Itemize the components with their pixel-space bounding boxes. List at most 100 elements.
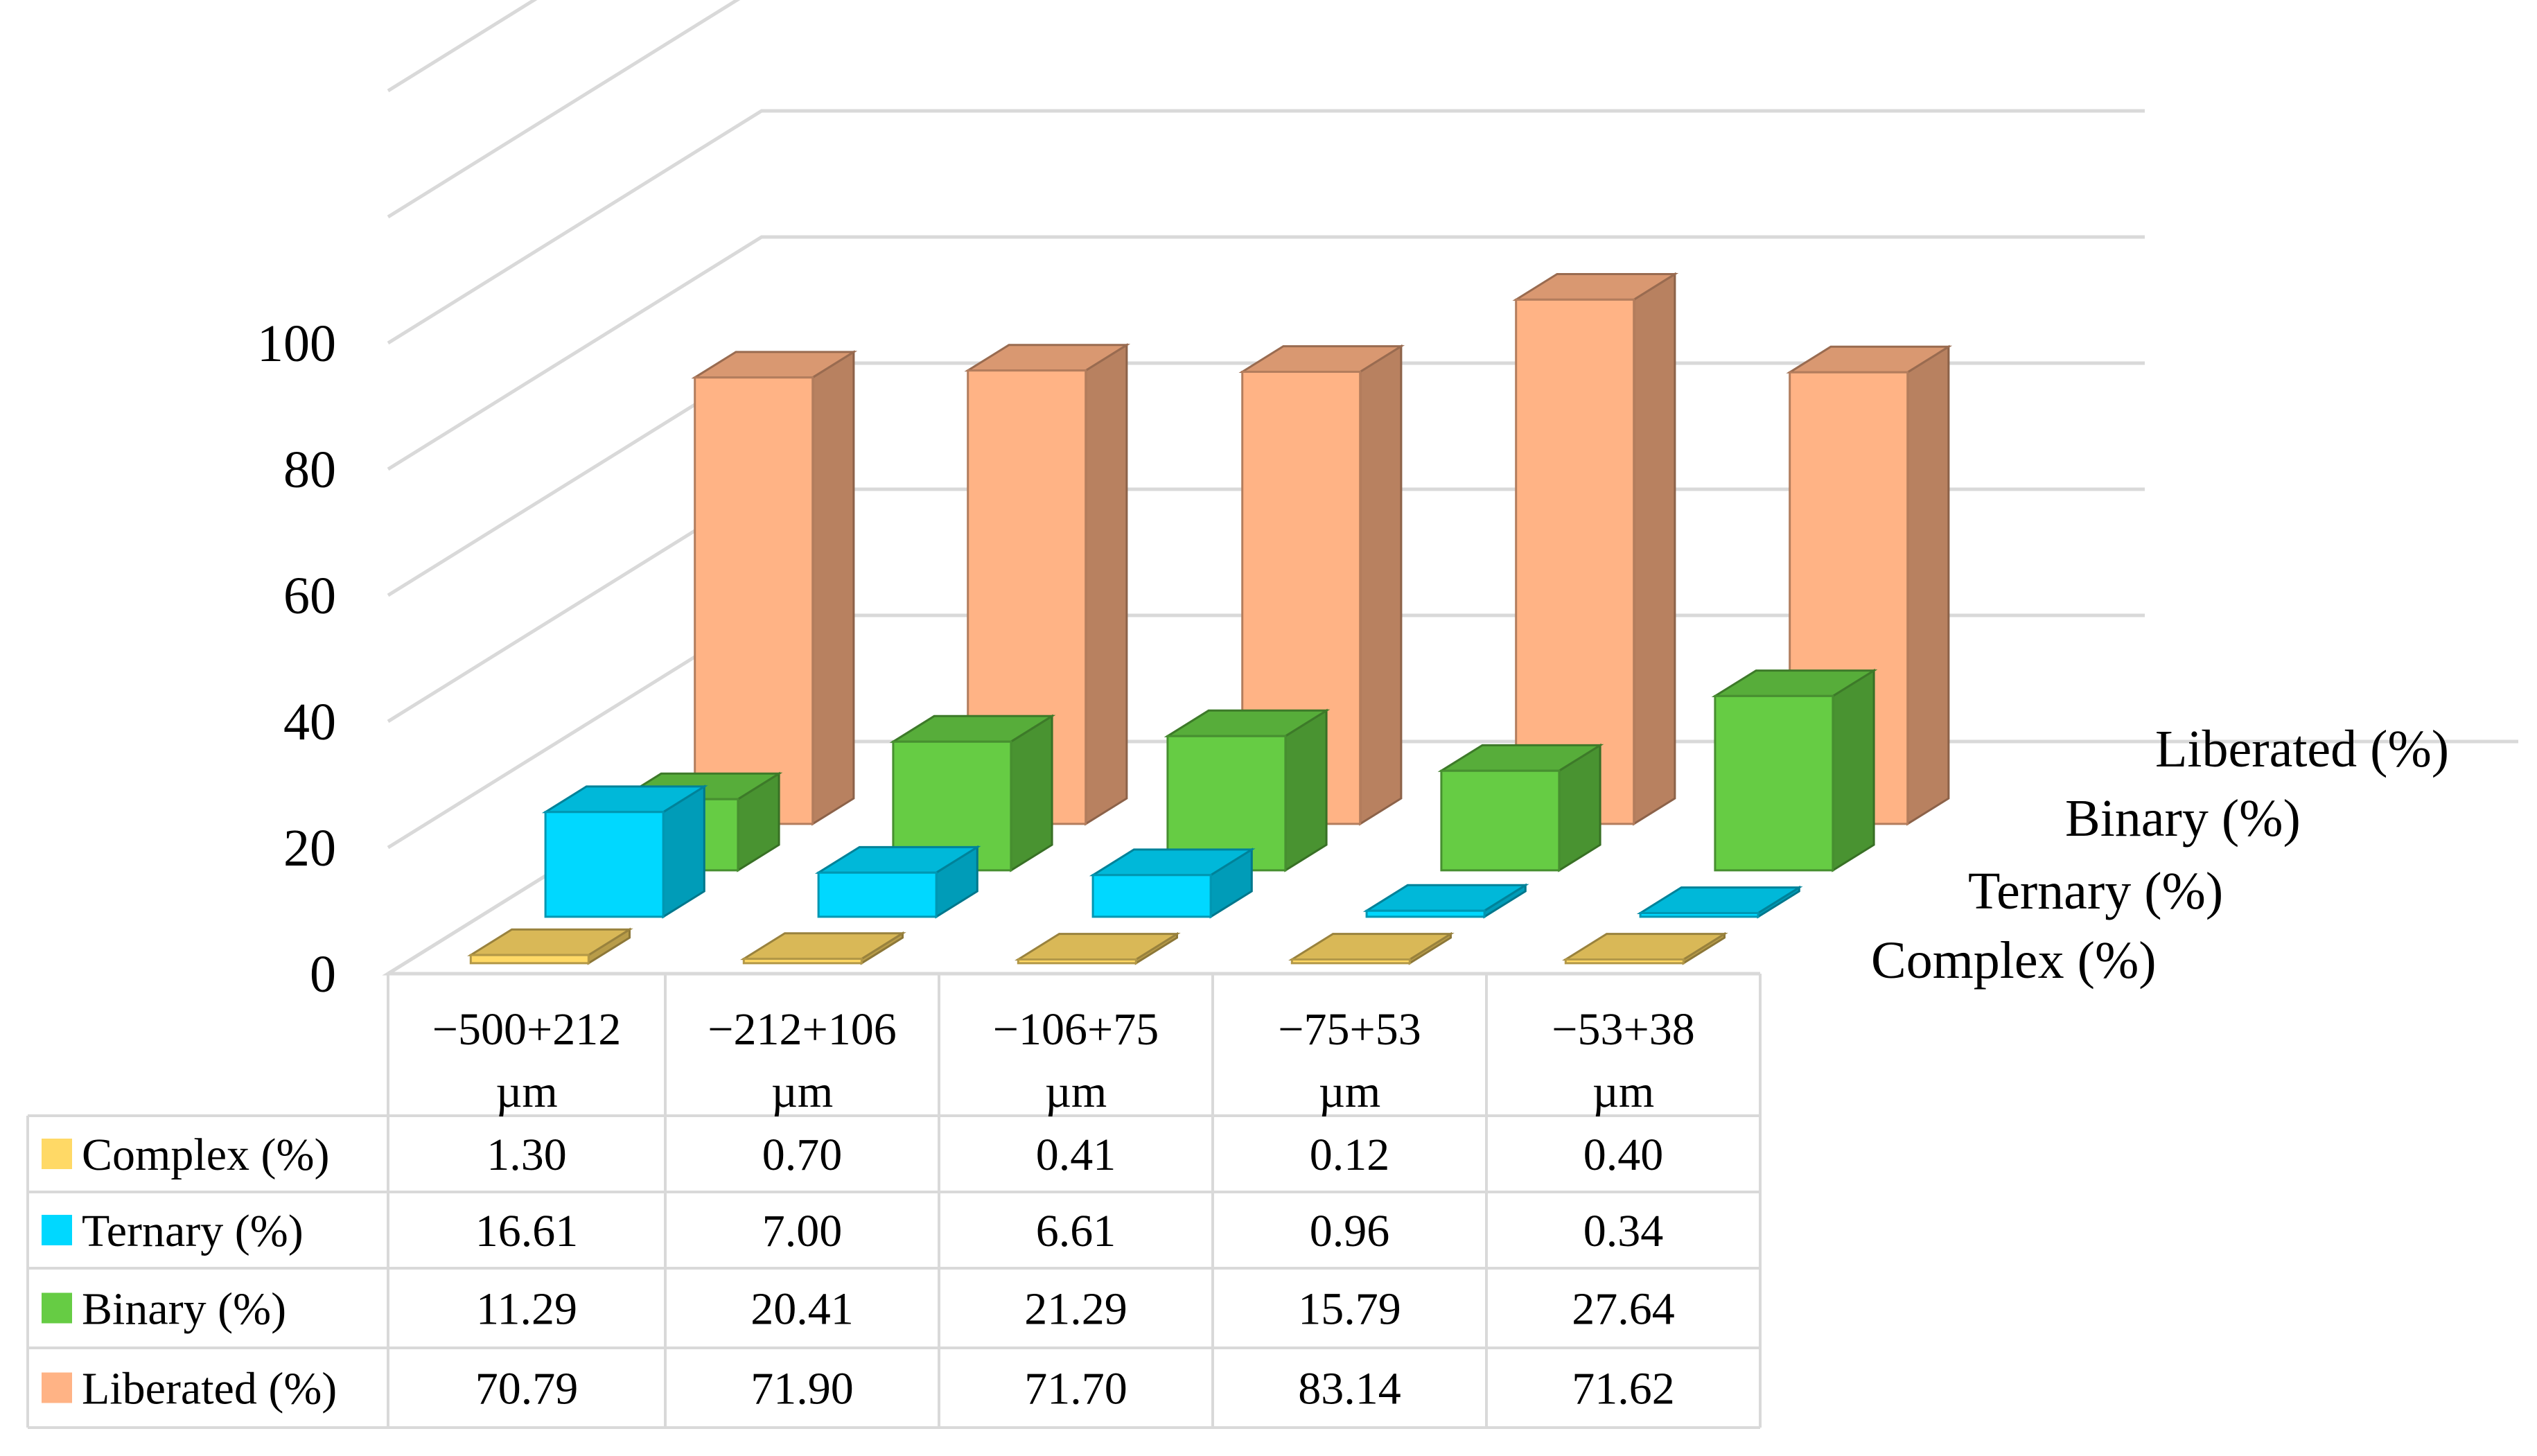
- table-cell: 0.40: [1583, 1130, 1664, 1180]
- table-cell: 27.64: [1572, 1284, 1675, 1335]
- bar-binary-3: [1164, 708, 1331, 872]
- table-cell: 1.30: [486, 1130, 567, 1180]
- bar-front: [1017, 958, 1137, 965]
- bar-side: [1633, 272, 1676, 826]
- series-depth-labels: Complex (%) Ternary (%) Binary (%) Liberate…: [1871, 720, 2449, 990]
- bar-side: [1832, 668, 1875, 872]
- legend-label: Liberated (%): [82, 1364, 337, 1414]
- table-cell: 7.00: [762, 1206, 843, 1256]
- series-depth-label: Binary (%): [2065, 789, 2301, 848]
- y-tick-label: 100: [257, 315, 336, 373]
- bar-binary-5: [1711, 668, 1878, 872]
- bar-front: [1440, 769, 1561, 872]
- bar-top: [1288, 933, 1455, 961]
- bar-front: [1290, 958, 1411, 965]
- bar-front: [817, 871, 938, 918]
- category-label: µm: [1592, 1067, 1654, 1117]
- bar-front: [694, 376, 814, 825]
- series-depth-label: Complex (%): [1871, 931, 2157, 990]
- bar-front: [1365, 909, 1486, 918]
- bar-ternary-5: [1636, 885, 1803, 919]
- bar-front: [742, 958, 863, 965]
- table-cell: 71.62: [1572, 1364, 1675, 1414]
- gridline: [387, 109, 2145, 345]
- gridline: [387, 0, 538, 93]
- y-tick-label: 60: [283, 567, 336, 625]
- series-depth-label: Liberated (%): [2155, 720, 2449, 778]
- bar-complex-3: [1015, 931, 1181, 965]
- legend-swatch: [42, 1139, 72, 1169]
- bar-front: [1564, 958, 1685, 965]
- bar-front: [1091, 874, 1212, 918]
- bar-binary-4: [1437, 743, 1604, 872]
- y-tick-label: 0: [310, 945, 336, 1003]
- table-cell: 20.41: [750, 1284, 854, 1335]
- category-label: −212+106: [708, 1004, 896, 1055]
- table-cell: 0.96: [1310, 1206, 1390, 1256]
- legend-label: Complex (%): [82, 1130, 329, 1180]
- bar-front: [1714, 694, 1834, 872]
- bar-top: [1562, 933, 1728, 961]
- bar-front: [1639, 912, 1759, 918]
- table-cell: 11.29: [476, 1284, 577, 1335]
- table-cell: 0.12: [1310, 1130, 1390, 1180]
- table-cell: 0.70: [762, 1130, 843, 1180]
- bar-complex-5: [1562, 931, 1728, 965]
- bar-liberated-4: [1512, 272, 1679, 826]
- bar-top: [1636, 886, 1803, 914]
- category-label: µm: [495, 1067, 557, 1117]
- category-label: −500+212: [432, 1004, 621, 1055]
- category-label: −106+75: [993, 1004, 1159, 1055]
- bar-side: [1085, 343, 1128, 826]
- table-cell: 15.79: [1298, 1284, 1401, 1335]
- bar-side: [1284, 708, 1328, 872]
- y-tick-label: 20: [283, 819, 336, 877]
- bar-side: [811, 350, 855, 826]
- bar-complex-2: [740, 931, 906, 965]
- series-depth-label: Ternary (%): [1968, 862, 2223, 920]
- table-cell: 83.14: [1298, 1364, 1401, 1414]
- table-cell: 0.34: [1583, 1206, 1664, 1256]
- bar-complex-4: [1288, 931, 1455, 965]
- bar-front: [544, 811, 665, 918]
- bar-top: [740, 932, 906, 961]
- bar-liberated-1: [691, 350, 858, 826]
- gridline: [387, 0, 741, 219]
- legend-swatch: [42, 1215, 72, 1245]
- legend-swatch: [42, 1372, 72, 1403]
- table-cell: 0.41: [1036, 1130, 1116, 1180]
- category-label: −75+53: [1278, 1004, 1421, 1055]
- bar-ternary-2: [814, 845, 981, 919]
- table-cell: 16.61: [475, 1206, 579, 1256]
- legend-swatch: [42, 1292, 72, 1324]
- data-table: −500+212 µm −212+106 µm −106+75 µm −75+53 µm −53…: [26, 974, 1762, 1429]
- table-cell: 71.90: [750, 1364, 854, 1414]
- bars: [467, 272, 1953, 965]
- table-cell: 70.79: [475, 1364, 579, 1414]
- category-label: −53+38: [1552, 1004, 1694, 1055]
- bar-liberated-2: [964, 343, 1131, 826]
- gridline: [387, 235, 2145, 471]
- y-axis-ticks: 0 20 40 60 80 100: [257, 315, 336, 1003]
- legend-label: Ternary (%): [82, 1206, 304, 1256]
- category-label: µm: [771, 1067, 833, 1117]
- bar-top: [1015, 933, 1181, 961]
- bar-binary-2: [889, 714, 1056, 872]
- category-label: µm: [1319, 1067, 1380, 1117]
- bar-side: [1010, 714, 1053, 872]
- bar-ternary-3: [1089, 848, 1256, 919]
- y-tick-label: 80: [283, 441, 336, 499]
- table-cell: 21.29: [1024, 1284, 1127, 1335]
- bar-side: [1906, 344, 1950, 826]
- bar-complex-1: [467, 927, 633, 965]
- bar-side: [1359, 344, 1403, 826]
- legend-label: Binary (%): [82, 1284, 286, 1335]
- y-tick-label: 40: [283, 693, 336, 751]
- bar-ternary-1: [541, 784, 708, 919]
- bar-front: [469, 954, 590, 965]
- category-label: µm: [1045, 1067, 1107, 1117]
- bar-ternary-4: [1362, 883, 1529, 919]
- table-cell: 6.61: [1036, 1206, 1116, 1256]
- table-cell: 71.70: [1024, 1364, 1127, 1414]
